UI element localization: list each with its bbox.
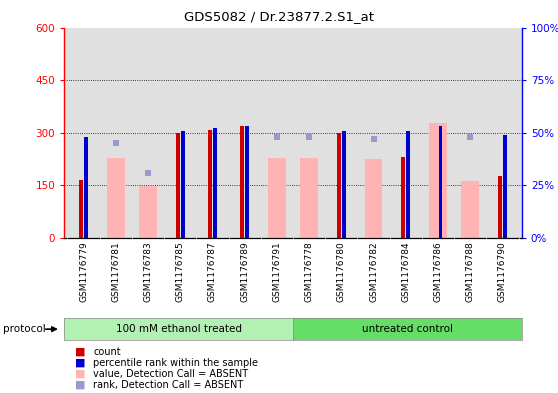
Bar bbox=[107, 158, 124, 238]
Text: GDS5082 / Dr.23877.2.S1_at: GDS5082 / Dr.23877.2.S1_at bbox=[184, 10, 374, 23]
Bar bbox=[181, 130, 185, 238]
Text: GSM1176784: GSM1176784 bbox=[401, 242, 410, 302]
Text: rank, Detection Call = ABSENT: rank, Detection Call = ABSENT bbox=[93, 380, 243, 390]
Bar bbox=[246, 126, 249, 238]
Text: percentile rank within the sample: percentile rank within the sample bbox=[93, 358, 258, 368]
Bar bbox=[213, 129, 217, 238]
Text: ■: ■ bbox=[75, 358, 86, 368]
Text: GSM1176791: GSM1176791 bbox=[272, 242, 281, 303]
Bar bbox=[498, 176, 502, 238]
Bar bbox=[300, 158, 318, 238]
Text: GSM1176782: GSM1176782 bbox=[369, 242, 378, 302]
Bar bbox=[342, 130, 346, 238]
Bar bbox=[139, 186, 157, 238]
Bar bbox=[503, 135, 507, 238]
Text: value, Detection Call = ABSENT: value, Detection Call = ABSENT bbox=[93, 369, 248, 379]
Text: GSM1176787: GSM1176787 bbox=[208, 242, 217, 303]
Text: count: count bbox=[93, 347, 121, 357]
Bar bbox=[406, 130, 410, 238]
Text: GSM1176788: GSM1176788 bbox=[466, 242, 475, 303]
Text: GSM1176783: GSM1176783 bbox=[143, 242, 152, 303]
Text: ■: ■ bbox=[75, 380, 86, 390]
Text: GSM1176789: GSM1176789 bbox=[240, 242, 249, 303]
Bar bbox=[429, 123, 447, 238]
Text: GSM1176785: GSM1176785 bbox=[176, 242, 185, 303]
Bar bbox=[461, 181, 479, 238]
Bar bbox=[208, 130, 211, 238]
Bar bbox=[364, 159, 382, 238]
Text: ■: ■ bbox=[75, 369, 86, 379]
Text: GSM1176779: GSM1176779 bbox=[79, 242, 88, 303]
Text: untreated control: untreated control bbox=[362, 324, 453, 334]
Text: GSM1176778: GSM1176778 bbox=[305, 242, 314, 303]
Bar bbox=[337, 133, 340, 238]
Text: GSM1176790: GSM1176790 bbox=[498, 242, 507, 303]
Text: GSM1176786: GSM1176786 bbox=[434, 242, 442, 303]
Text: ■: ■ bbox=[75, 347, 86, 357]
Text: GSM1176780: GSM1176780 bbox=[337, 242, 346, 303]
Bar bbox=[176, 132, 180, 238]
Bar bbox=[268, 158, 286, 238]
Bar bbox=[401, 157, 405, 238]
Text: protocol: protocol bbox=[3, 324, 46, 334]
Bar bbox=[240, 126, 244, 238]
Bar bbox=[79, 180, 83, 238]
Bar bbox=[84, 137, 88, 238]
Text: 100 mM ethanol treated: 100 mM ethanol treated bbox=[116, 324, 242, 334]
Bar bbox=[439, 126, 442, 238]
Text: GSM1176781: GSM1176781 bbox=[111, 242, 120, 303]
